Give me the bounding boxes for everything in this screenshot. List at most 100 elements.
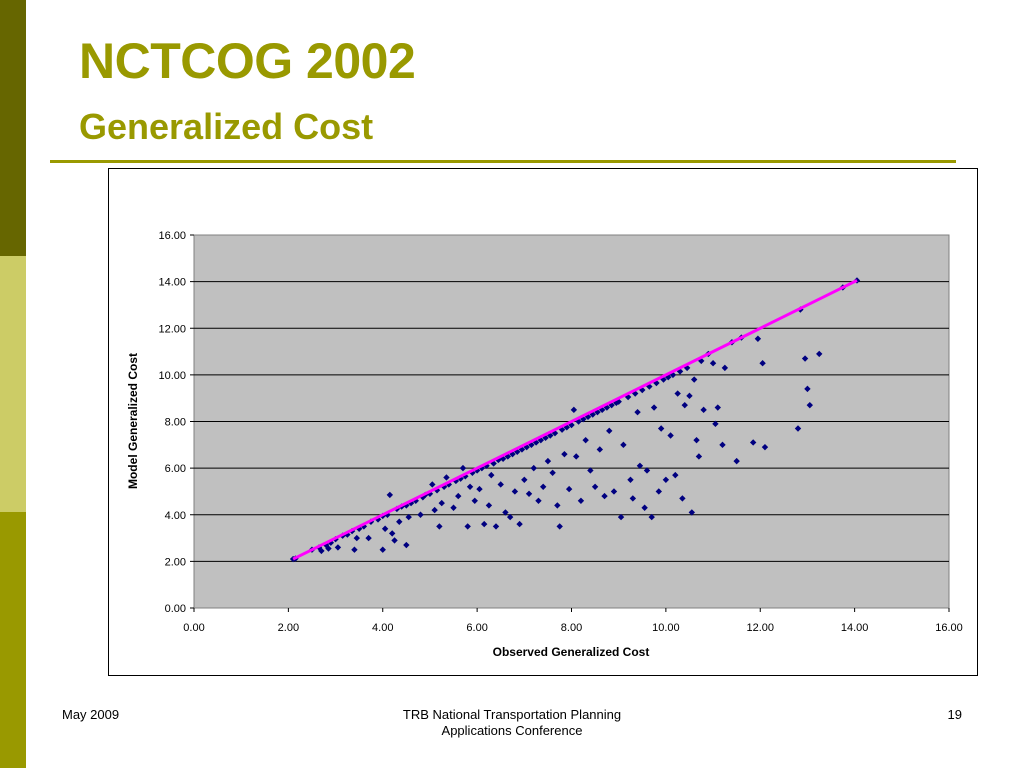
title-divider — [50, 160, 956, 163]
data-point — [497, 481, 504, 488]
data-point — [561, 450, 568, 458]
x-tick-label: 4.00 — [372, 622, 393, 634]
data-point — [570, 406, 578, 414]
y-tick-label: 10.00 — [158, 370, 186, 382]
y-axis-ticks: 0.00 2.00 4.00 6.00 8.00 10.00 12.00 14.00 16.00 — [158, 230, 194, 615]
data-point — [719, 441, 726, 449]
slide-title: NCTCOG 2002 — [79, 33, 416, 89]
data-point — [464, 523, 471, 530]
data-point — [754, 335, 762, 342]
data-point — [598, 406, 606, 414]
x-tick-label: 6.00 — [466, 622, 487, 634]
y-axis-label: Model Generalized Cost — [126, 353, 140, 489]
slide-subtitle: Generalized Cost — [79, 106, 374, 147]
data-point — [485, 502, 493, 509]
data-point — [636, 462, 644, 469]
data-point — [443, 474, 450, 481]
data-point — [573, 453, 580, 460]
data-point — [476, 485, 483, 493]
data-point — [436, 523, 443, 530]
data-point — [643, 467, 651, 474]
data-point — [700, 406, 707, 414]
data-point — [749, 439, 757, 446]
page-number: 19 — [947, 707, 962, 722]
data-point — [565, 485, 573, 493]
data-point — [712, 420, 719, 428]
data-point — [733, 457, 740, 465]
data-point — [318, 547, 325, 555]
x-axis-ticks: 0.00 2.00 4.00 6.00 8.00 10.00 12.00 14.00 16.00 — [183, 608, 963, 634]
scatter-chart: 0.00 2.00 4.00 6.00 8.00 10.00 12.00 14.00 16.00… — [126, 230, 963, 659]
data-point — [695, 453, 703, 460]
data-point — [353, 534, 360, 542]
data-point — [761, 443, 769, 451]
data-point — [577, 497, 585, 504]
data-point — [709, 360, 717, 367]
x-tick-label: 8.00 — [561, 622, 582, 634]
data-point — [511, 488, 519, 495]
data-point — [466, 483, 474, 490]
data-point — [563, 424, 570, 431]
data-point — [379, 546, 386, 553]
footer-conference-line2: Applications Conference — [441, 723, 583, 738]
left-accent-bar — [0, 0, 26, 768]
data-point — [386, 491, 394, 499]
x-tick-label: 10.00 — [652, 622, 680, 634]
y-tick-label: 16.00 — [158, 230, 186, 242]
data-point — [535, 497, 542, 504]
data-point — [325, 545, 332, 552]
data-point — [344, 531, 351, 538]
data-point — [459, 464, 467, 472]
data-point — [417, 511, 424, 518]
footer-date: May 2009 — [62, 707, 120, 722]
data-point — [530, 464, 537, 472]
y-tick-label: 0.00 — [165, 603, 186, 615]
data-point — [582, 436, 589, 444]
data-point — [721, 364, 729, 372]
data-point — [471, 497, 478, 504]
data-point — [686, 392, 693, 400]
data-point — [450, 504, 457, 511]
data-point — [657, 425, 665, 432]
data-point — [365, 534, 372, 542]
data-point — [606, 427, 613, 435]
data-point — [690, 376, 698, 383]
data-point — [575, 418, 582, 425]
data-point — [322, 541, 330, 549]
data-point — [679, 495, 686, 502]
data-point — [610, 488, 618, 495]
footer-conference-line1: TRB National Transportation Planning — [402, 707, 622, 722]
accent-bar-bottom — [0, 512, 26, 768]
data-point — [816, 350, 823, 358]
data-point — [655, 488, 662, 495]
data-point — [667, 432, 674, 439]
data-point — [759, 360, 766, 367]
y-tick-label: 14.00 — [158, 277, 186, 289]
data-point — [674, 390, 681, 397]
x-tick-label: 2.00 — [278, 622, 299, 634]
data-point — [516, 520, 523, 528]
data-point — [662, 476, 670, 483]
data-point — [431, 506, 438, 514]
data-point — [488, 471, 495, 479]
footer-conference: TRB National Transportation Planning App… — [362, 707, 662, 739]
data-point — [403, 541, 410, 549]
data-point — [672, 471, 679, 479]
data-point — [334, 544, 342, 551]
accent-bar-middle — [0, 256, 26, 512]
data-point — [492, 523, 500, 530]
y-tick-label: 2.00 — [165, 556, 186, 568]
data-point — [693, 436, 700, 444]
data-point — [355, 525, 363, 532]
data-point — [591, 483, 599, 490]
data-point — [620, 441, 627, 449]
x-tick-label: 12.00 — [746, 622, 774, 634]
data-point — [806, 401, 813, 409]
data-point — [714, 404, 721, 411]
data-point — [650, 404, 658, 411]
data-point — [554, 502, 561, 509]
data-point — [429, 481, 436, 488]
data-point — [801, 355, 809, 362]
data-point — [804, 385, 811, 393]
accent-bar-top — [0, 0, 26, 256]
